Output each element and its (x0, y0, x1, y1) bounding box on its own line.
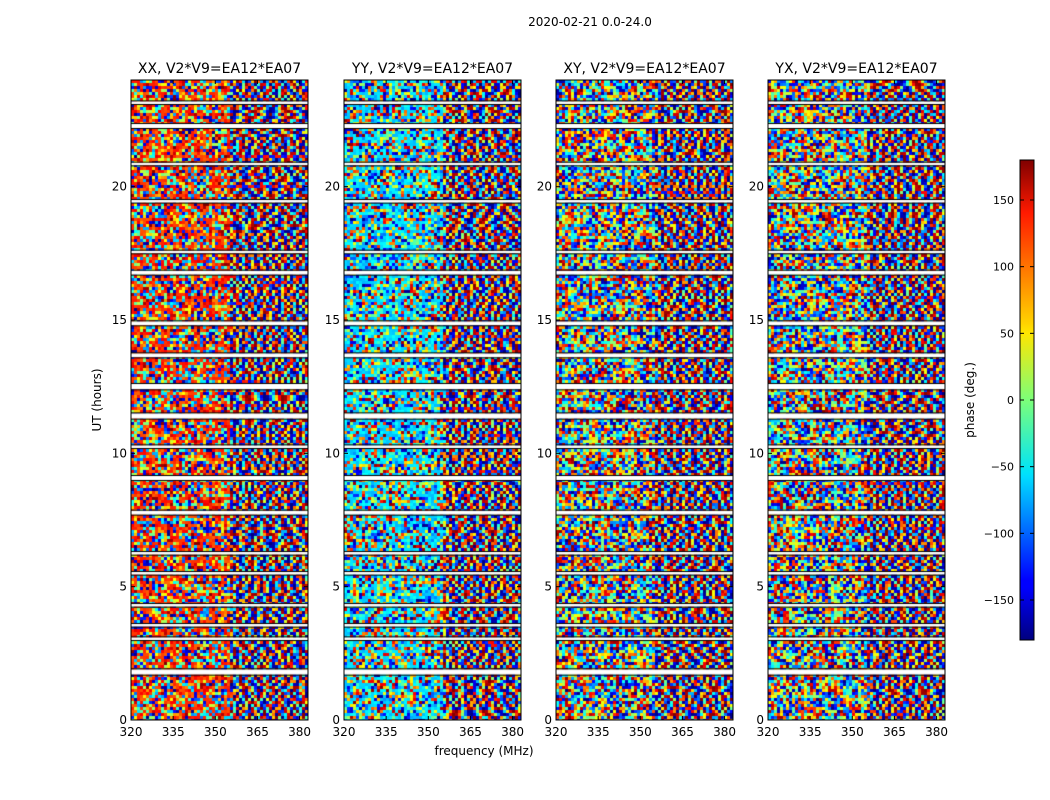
y-tick-label: 0 (332, 713, 340, 727)
x-tick-label: 380 (713, 725, 736, 739)
panel-3: XY, V2*V9=EA12*EA07 320 335 350 365 380 0 5 10 15… (537, 61, 736, 739)
y-tick-label: 10 (112, 446, 127, 460)
y-tick-label: 5 (332, 580, 340, 594)
x-tick-label: 320 (757, 725, 780, 739)
x-tick-label: 335 (375, 725, 398, 739)
y-tick-label: 10 (325, 446, 340, 460)
x-tick-label: 335 (799, 725, 822, 739)
heatmap-image-2 (344, 80, 521, 720)
y-tick-label: 20 (537, 180, 552, 194)
y-tick-label: 20 (112, 180, 127, 194)
y-tick-label: 0 (756, 713, 764, 727)
x-tick-label: 335 (587, 725, 610, 739)
x-tick-label: 365 (459, 725, 482, 739)
x-tick-label: 380 (925, 725, 948, 739)
x-tick-label: 380 (501, 725, 524, 739)
x-tick-label: 320 (333, 725, 356, 739)
y-tick-label: 0 (544, 713, 552, 727)
heatmap-image-4 (768, 80, 945, 720)
x-tick-label: 365 (671, 725, 694, 739)
panel-title: XX, V2*V9=EA12*EA07 (138, 61, 301, 77)
figure-suptitle: 2020-02-21 0.0-24.0 (528, 15, 652, 29)
panel-frame (767, 79, 946, 721)
panel-title: XY, V2*V9=EA12*EA07 (563, 61, 725, 77)
panel-frame (130, 79, 309, 721)
panel-frame (343, 79, 522, 721)
y-tick-label: 20 (325, 180, 340, 194)
y-tick-label: 15 (537, 313, 552, 327)
x-tick-label: 335 (162, 725, 185, 739)
y-tick-label: 5 (544, 580, 552, 594)
colorbar-tick-label: −50 (991, 461, 1014, 474)
panel-1: XX, V2*V9=EA12*EA07 320 335 350 365 380 0 5 10 15… (112, 61, 311, 739)
heatmap-image-1 (131, 80, 308, 720)
y-tick-label: 5 (119, 580, 127, 594)
y-tick-label: 5 (756, 580, 764, 594)
heatmap-image-3 (556, 80, 733, 720)
colorbar: −150 −100 −50 0 50 100 150 phase (deg.) (963, 159, 1035, 641)
panel-title: YY, V2*V9=EA12*EA07 (351, 61, 513, 77)
colorbar-tick-label: 100 (993, 261, 1014, 274)
x-tick-label: 350 (204, 725, 227, 739)
y-tick-label: 15 (749, 313, 764, 327)
x-tick-label: 365 (883, 725, 906, 739)
y-tick-label: 15 (325, 313, 340, 327)
y-axis-label: UT (hours) (90, 368, 104, 431)
y-tick-label: 20 (749, 180, 764, 194)
colorbar-tick-label: −150 (984, 594, 1014, 607)
x-tick-label: 350 (841, 725, 864, 739)
colorbar-label: phase (deg.) (963, 362, 977, 438)
colorbar-tick-label: 50 (1000, 327, 1014, 340)
panel-4: YX, V2*V9=EA12*EA07 320 335 350 365 380 0 5 10 15… (749, 61, 948, 739)
x-tick-label: 350 (417, 725, 440, 739)
panels-group: XX, V2*V9=EA12*EA07 320 335 350 365 380 0 5 10 15… (112, 61, 948, 739)
colorbar-tick-label: 150 (993, 194, 1014, 207)
x-tick-label: 350 (629, 725, 652, 739)
y-tick-label: 15 (112, 313, 127, 327)
colorbar-tick-label: −100 (984, 527, 1014, 540)
colorbar-ticks: −150 −100 −50 0 50 100 150 (984, 194, 1034, 607)
panel-2: YY, V2*V9=EA12*EA07 320 335 350 365 380 0 5 10 15… (325, 61, 524, 739)
y-tick-label: 0 (119, 713, 127, 727)
panel-title: YX, V2*V9=EA12*EA07 (774, 61, 937, 77)
x-tick-label: 365 (246, 725, 269, 739)
y-tick-label: 10 (749, 446, 764, 460)
y-tick-label: 10 (537, 446, 552, 460)
colorbar-tick-label: 0 (1007, 394, 1014, 407)
panel-frame (555, 79, 734, 721)
x-axis-label: frequency (MHz) (434, 744, 533, 758)
x-tick-label: 380 (288, 725, 311, 739)
x-tick-label: 320 (120, 725, 143, 739)
x-tick-label: 320 (545, 725, 568, 739)
